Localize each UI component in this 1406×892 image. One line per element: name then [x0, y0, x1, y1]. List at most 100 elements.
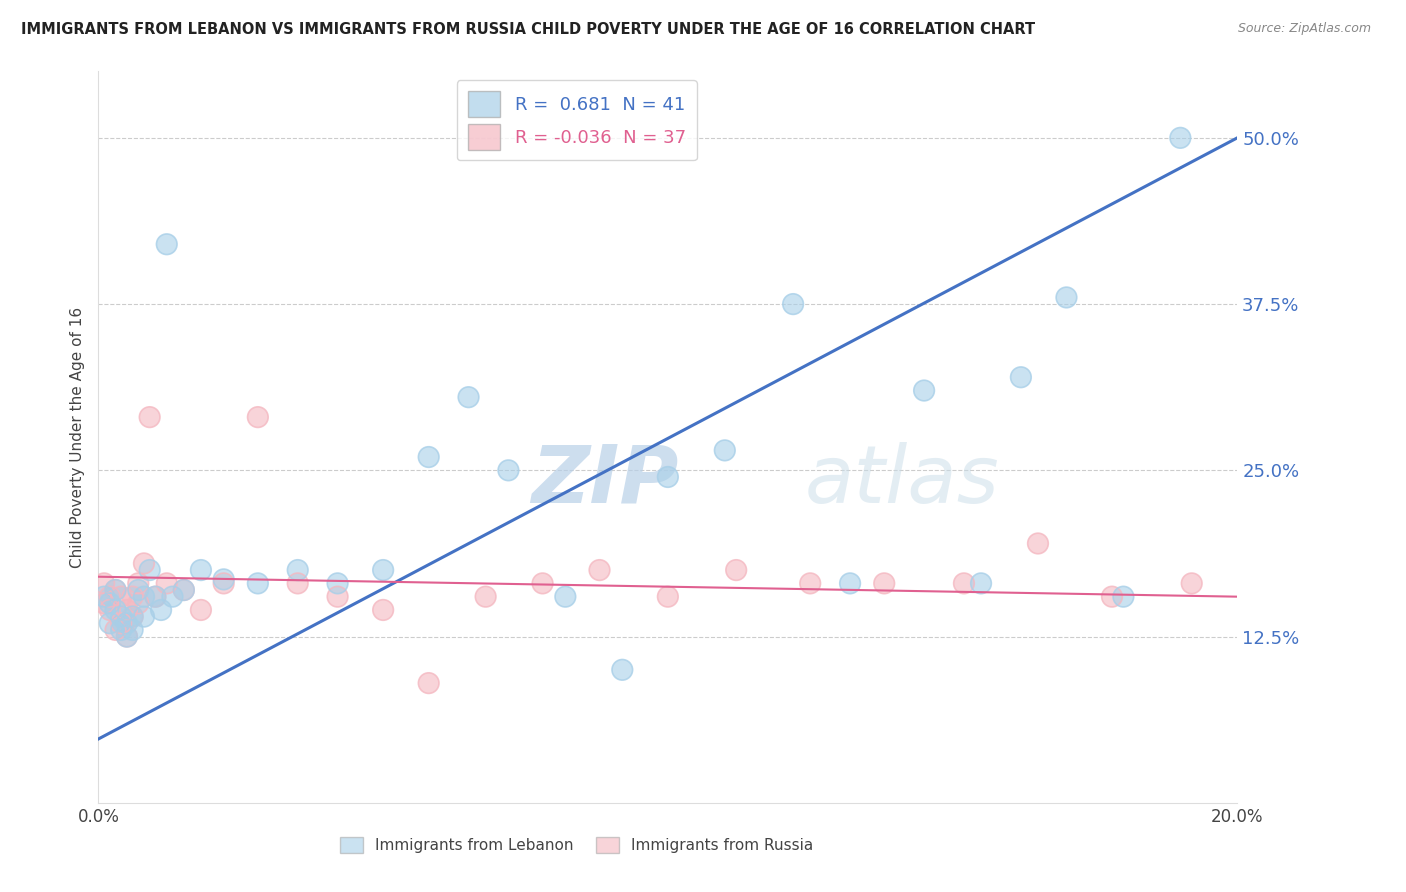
Point	[373, 563, 395, 577]
Point	[132, 557, 155, 571]
Point	[110, 623, 132, 637]
Point	[173, 582, 195, 597]
Point	[612, 663, 634, 677]
Point	[953, 576, 976, 591]
Point	[145, 590, 167, 604]
Point	[714, 443, 737, 458]
Point	[127, 576, 149, 591]
Point	[138, 563, 160, 577]
Point	[554, 590, 576, 604]
Y-axis label: Child Poverty Under the Age of 16: Child Poverty Under the Age of 16	[69, 307, 84, 567]
Point	[953, 576, 976, 591]
Point	[173, 582, 195, 597]
Point	[162, 590, 184, 604]
Point	[588, 563, 610, 577]
Point	[150, 603, 173, 617]
Point	[1112, 590, 1135, 604]
Point	[373, 563, 395, 577]
Point	[173, 582, 195, 597]
Point	[104, 582, 127, 597]
Point	[156, 237, 179, 252]
Point	[782, 297, 804, 311]
Point	[132, 557, 155, 571]
Point	[457, 390, 479, 404]
Point	[98, 603, 121, 617]
Point	[418, 450, 440, 464]
Point	[287, 563, 309, 577]
Point	[173, 582, 195, 597]
Point	[132, 590, 155, 604]
Point	[115, 630, 138, 644]
Point	[162, 590, 184, 604]
Point	[93, 590, 115, 604]
Text: atlas: atlas	[804, 442, 1000, 520]
Point	[725, 563, 748, 577]
Point	[104, 623, 127, 637]
Text: Source: ZipAtlas.com: Source: ZipAtlas.com	[1237, 22, 1371, 36]
Point	[839, 576, 862, 591]
Point	[246, 576, 269, 591]
Point	[326, 576, 349, 591]
Point	[418, 676, 440, 690]
Point	[156, 576, 179, 591]
Point	[373, 603, 395, 617]
Point	[110, 623, 132, 637]
Point	[145, 590, 167, 604]
Point	[873, 576, 896, 591]
Point	[98, 616, 121, 631]
Point	[970, 576, 993, 591]
Point	[138, 563, 160, 577]
Point	[326, 590, 349, 604]
Point	[1101, 590, 1123, 604]
Point	[190, 603, 212, 617]
Point	[1170, 131, 1192, 145]
Point	[121, 609, 143, 624]
Point	[970, 576, 993, 591]
Point	[150, 603, 173, 617]
Point	[912, 384, 935, 398]
Point	[110, 609, 132, 624]
Point	[657, 590, 679, 604]
Point	[115, 630, 138, 644]
Point	[121, 590, 143, 604]
Point	[104, 582, 127, 597]
Point	[127, 576, 149, 591]
Point	[132, 590, 155, 604]
Point	[127, 582, 149, 597]
Point	[714, 443, 737, 458]
Point	[839, 576, 862, 591]
Point	[782, 297, 804, 311]
Point	[115, 616, 138, 631]
Point	[98, 596, 121, 610]
Point	[418, 450, 440, 464]
Point	[1026, 536, 1049, 550]
Point	[156, 237, 179, 252]
Point	[121, 590, 143, 604]
Point	[110, 609, 132, 624]
Point	[115, 630, 138, 644]
Point	[531, 576, 554, 591]
Point	[104, 603, 127, 617]
Point	[93, 596, 115, 610]
Point	[190, 563, 212, 577]
Point	[127, 596, 149, 610]
Point	[418, 676, 440, 690]
Point	[132, 609, 155, 624]
Point	[799, 576, 821, 591]
Point	[121, 623, 143, 637]
Point	[132, 609, 155, 624]
Point	[156, 576, 179, 591]
Point	[326, 576, 349, 591]
Point	[246, 410, 269, 425]
Point	[326, 590, 349, 604]
Point	[657, 590, 679, 604]
Point	[246, 410, 269, 425]
Point	[127, 596, 149, 610]
Point	[93, 576, 115, 591]
Point	[98, 590, 121, 604]
Point	[104, 623, 127, 637]
Point	[588, 563, 610, 577]
Point	[98, 603, 121, 617]
Text: IMMIGRANTS FROM LEBANON VS IMMIGRANTS FROM RUSSIA CHILD POVERTY UNDER THE AGE OF: IMMIGRANTS FROM LEBANON VS IMMIGRANTS FR…	[21, 22, 1035, 37]
Point	[98, 596, 121, 610]
